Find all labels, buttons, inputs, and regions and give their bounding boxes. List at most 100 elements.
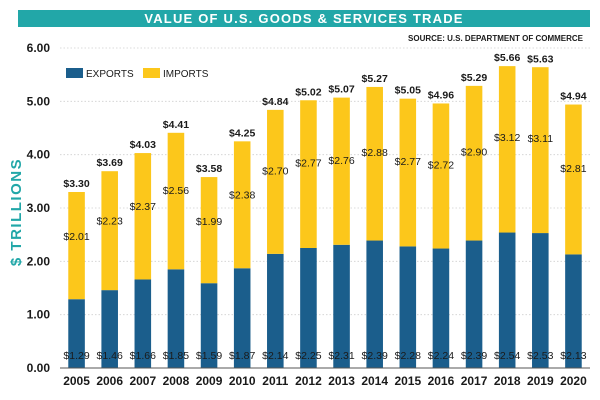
data-label-exports-2015: $2.28: [395, 350, 421, 362]
data-label-total-2014: $5.27: [362, 73, 388, 85]
data-label-exports-2016: $2.24: [428, 350, 454, 362]
x-tick-label: 2010: [229, 374, 256, 388]
legend: EXPORTS IMPORTS: [66, 68, 209, 80]
bar-imports-2018: [498, 66, 516, 233]
y-tick-label: 2.00: [27, 254, 51, 268]
bar-exports-2006: [101, 290, 118, 368]
data-label-imports-2019: $3.11: [528, 133, 554, 145]
data-label-total-2005: $3.30: [63, 178, 89, 190]
x-axis-ticks: 2005 2006 2007 2008 2009 2010 2011 2012 2013 2014…: [63, 374, 587, 388]
y-tick-label: 6.00: [27, 41, 51, 55]
bar-exports-2007: [134, 279, 152, 368]
bar-exports-2014: [366, 240, 383, 368]
bar-imports-2014: [366, 86, 383, 241]
data-label-exports-2017: $2.39: [461, 350, 487, 362]
x-tick-label: 2006: [96, 374, 123, 388]
x-tick-label: 2018: [494, 374, 521, 388]
bar-exports-2015: [399, 246, 417, 368]
bar-imports-2013: [333, 97, 350, 245]
data-label-total-2006: $3.69: [97, 157, 123, 169]
y-tick-label: 5.00: [27, 94, 51, 108]
data-label-exports-2010: $1.87: [229, 350, 255, 362]
data-label-exports-2020: $2.13: [560, 350, 586, 362]
data-label-imports-2012: $2.77: [295, 158, 321, 170]
x-tick-label: 2013: [328, 374, 355, 388]
data-label-imports-2010: $2.38: [229, 189, 255, 201]
y-axis-label: $ TRILLIONS: [8, 158, 25, 266]
data-label-imports-2014: $2.88: [362, 147, 388, 159]
bar-imports-2020: [565, 104, 582, 255]
data-label-total-2011: $4.84: [262, 96, 288, 108]
data-label-total-2008: $4.41: [163, 119, 189, 131]
data-label-exports-2005: $1.29: [63, 350, 89, 362]
x-tick-label: 2009: [196, 374, 223, 388]
data-label-total-2012: $5.02: [295, 86, 321, 98]
data-label-imports-2008: $2.56: [163, 185, 189, 197]
bar-imports-2019: [532, 67, 549, 234]
x-tick-label: 2020: [560, 374, 587, 388]
data-label-total-2013: $5.07: [328, 84, 354, 96]
bar-exports-2018: [498, 232, 516, 368]
bar-exports-2008: [167, 269, 185, 368]
data-label-imports-2009: $1.99: [196, 216, 222, 228]
bar-exports-2017: [465, 240, 483, 368]
x-tick-label: 2007: [129, 374, 156, 388]
bar-imports-2017: [465, 85, 483, 241]
data-label-total-2010: $4.25: [229, 127, 255, 139]
data-label-total-2020: $4.94: [560, 91, 586, 103]
legend-swatch-imports: [143, 68, 160, 78]
data-label-total-2017: $5.29: [461, 72, 487, 84]
bar-imports-2012: [300, 100, 317, 249]
data-label-imports-2017: $2.90: [461, 146, 487, 158]
bar-imports-2011: [267, 109, 284, 254]
bar-imports-2007: [134, 153, 152, 280]
data-label-exports-2009: $1.59: [196, 350, 222, 362]
bar-imports-2009: [200, 177, 218, 284]
data-label-exports-2013: $2.31: [328, 350, 354, 362]
bar-imports-2010: [233, 141, 251, 269]
chart-title: VALUE OF U.S. GOODS & SERVICES TRADE: [144, 11, 463, 26]
data-label-exports-2008: $1.85: [163, 350, 189, 362]
data-label-imports-2018: $3.12: [494, 132, 520, 144]
bar-imports-2005: [68, 192, 85, 300]
legend-label-exports: EXPORTS: [86, 69, 134, 80]
x-tick-label: 2011: [262, 374, 288, 388]
data-label-imports-2013: $2.76: [328, 155, 354, 167]
y-tick-label: 0.00: [27, 361, 51, 375]
data-label-imports-2005: $2.01: [63, 231, 89, 243]
y-tick-label: 4.00: [27, 148, 51, 162]
legend-swatch-exports: [66, 68, 83, 78]
data-label-exports-2012: $2.25: [295, 350, 321, 362]
data-label-imports-2007: $2.37: [130, 201, 156, 213]
x-tick-label: 2016: [428, 374, 455, 388]
data-label-exports-2011: $2.14: [262, 350, 288, 362]
bar-imports-2016: [432, 103, 450, 249]
data-label-imports-2006: $2.23: [97, 216, 123, 228]
x-tick-label: 2014: [361, 374, 388, 388]
legend-label-imports: IMPORTS: [163, 69, 209, 80]
data-label-total-2016: $4.96: [428, 89, 454, 101]
y-tick-label: 1.00: [27, 308, 51, 322]
bar-exports-2016: [432, 248, 450, 368]
bar-exports-2010: [233, 268, 251, 368]
chart-source: SOURCE: U.S. DEPARTMENT OF COMMERCE: [408, 34, 584, 43]
data-label-total-2009: $3.58: [196, 163, 222, 175]
bar-exports-2011: [267, 253, 284, 368]
title-band: [18, 10, 590, 27]
data-label-imports-2020: $2.81: [560, 163, 586, 175]
x-tick-label: 2019: [527, 374, 554, 388]
bar-exports-2020: [565, 254, 582, 368]
data-label-exports-2019: $2.53: [527, 350, 553, 362]
x-tick-label: 2017: [461, 374, 488, 388]
bar-imports-2008: [167, 132, 185, 270]
bar-imports-2006: [101, 171, 118, 291]
bar-exports-2019: [532, 233, 549, 368]
data-label-exports-2007: $1.66: [130, 350, 156, 362]
data-label-total-2019: $5.63: [527, 54, 553, 66]
x-tick-label: 2015: [394, 374, 421, 388]
bar-imports-2015: [399, 98, 417, 247]
data-label-imports-2011: $2.70: [262, 166, 288, 178]
data-label-exports-2018: $2.54: [494, 350, 520, 362]
data-label-total-2007: $4.03: [130, 139, 156, 151]
